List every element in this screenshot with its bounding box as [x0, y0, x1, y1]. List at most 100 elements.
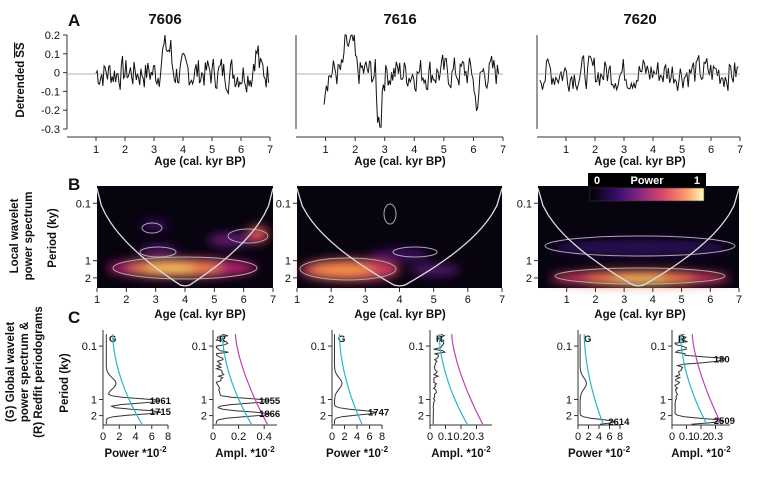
x-tick-label: 0.4 [257, 431, 272, 443]
x-tick-label: 7 [736, 294, 742, 306]
x-tick-label: 8 [617, 431, 623, 443]
panel-label-c: C [68, 308, 80, 327]
global-ylabel-line2: power spectrum & [19, 322, 31, 422]
x-tick-label: 2 [341, 431, 347, 443]
x-tick-label: 0.2 [231, 431, 246, 443]
x-tick-label: 6 [606, 431, 612, 443]
x-tick-label: 1 [323, 144, 329, 156]
x-tick-label: 0.2 [453, 431, 468, 443]
x-tick-label: 0 [100, 431, 106, 443]
b-xlabel-7606: Age (cal. kyr BP) [154, 309, 246, 321]
spectrum-xlabel: Ampl. *10-2 [431, 445, 491, 460]
x-tick-label: 7 [270, 294, 276, 306]
x-tick-label: 5 [441, 144, 447, 156]
y-tick-label: 2 [526, 273, 532, 285]
y-tick-label: 1 [320, 395, 326, 407]
x-tick-label: 2 [585, 431, 591, 443]
significance-curve-cyan [680, 334, 708, 425]
significance-curve-cyan [438, 334, 468, 425]
period-ylabel-b-text: Period (ky) [47, 208, 59, 268]
y-tick-label: 1 [566, 395, 572, 407]
y-tick-label: 1 [201, 395, 207, 407]
y-tick-label: 1 [660, 395, 666, 407]
significance-curve-magenta [691, 334, 722, 425]
significance-curve-cyan [338, 334, 363, 425]
x-tick-label: 8 [379, 431, 385, 443]
period-ylabel-c: Period (ky) [59, 353, 71, 413]
y-tick-label: 0.1 [651, 341, 666, 353]
cone-of-influence [296, 188, 503, 287]
wavelet-map-7616 [296, 186, 503, 288]
colorbar: 0 Power 1 [588, 173, 706, 202]
spectrum-xlabel: Power *10-2 [326, 445, 389, 460]
y-tick-label: 0.1 [76, 198, 91, 210]
y-tick-label: 2 [91, 411, 97, 423]
y-tick-label: 0.1 [276, 198, 291, 210]
site-title-7620: 7620 [623, 11, 656, 28]
x-tick-label: 2 [122, 144, 128, 156]
x-tick-label: 4 [411, 144, 417, 156]
x-tick-label: 0 [210, 431, 216, 443]
significance-curve-cyan [222, 334, 252, 425]
significance-curve-magenta [234, 334, 268, 425]
site-title-7606: 7606 [148, 11, 181, 28]
x-tick-label: 0 [669, 431, 675, 443]
global-ylabel-line1: (G) Global wavelet [5, 322, 17, 422]
panel-label-a: A [68, 11, 80, 30]
x-tick-label: 4 [132, 431, 138, 443]
y-tick-label: 1 [91, 395, 97, 407]
colorbar-min: 0 [594, 175, 600, 187]
spectrum-curve [105, 334, 162, 425]
y-tick-label: 0.1 [311, 341, 326, 353]
detrended-series-7606 [95, 34, 270, 96]
detrended-series-7616 [323, 34, 500, 128]
y-tick-label: 0.1 [409, 341, 424, 353]
significance-curve-magenta [451, 334, 484, 425]
a-xlabel-7616: Age (cal. kyr BP) [354, 156, 446, 168]
x-tick-label: 0 [329, 431, 335, 443]
wavelet-contours-7606 [112, 222, 269, 280]
spectrum-kind-label: G [584, 334, 591, 345]
spectrum-xlabel: Ampl. *10-2 [215, 445, 275, 460]
y-tick-label: 0.1 [192, 341, 207, 353]
colorbar-title: Power [630, 175, 664, 187]
x-tick-label: 4 [396, 294, 402, 306]
x-tick-label: 6 [238, 144, 244, 156]
x-tick-label: 2 [352, 144, 358, 156]
x-tick-label: 0.3 [708, 431, 723, 443]
x-tick-label: 0.1 [438, 431, 453, 443]
x-tick-label: 1 [563, 144, 569, 156]
y-tick-label: 0.1 [45, 49, 60, 61]
x-tick-label: 7 [500, 144, 506, 156]
x-tick-label: 6 [366, 431, 372, 443]
x-tick-label: 5 [679, 144, 685, 156]
peak-label: 1061 [150, 396, 172, 407]
spectrum-curve [334, 334, 377, 425]
significance-curve-cyan [583, 334, 604, 425]
a-xlabel-7620: Age (cal. kyr BP) [594, 156, 686, 168]
significance-curve-cyan [112, 334, 143, 425]
peak-label: 2614 [608, 417, 630, 428]
a-series-lines [95, 34, 739, 128]
site-title-7616: 7616 [383, 11, 416, 28]
y-tick-label: 0.1 [82, 341, 97, 353]
cone-of-influence [96, 188, 274, 287]
x-tick-label: 1 [294, 294, 300, 306]
x-tick-label: 7 [267, 144, 273, 156]
y-tick-label: 0.1 [557, 341, 572, 353]
x-tick-label: 3 [621, 144, 627, 156]
cone-of-influence [537, 188, 740, 287]
spectrum-xlabel: Ampl. *10-2 [671, 445, 731, 460]
x-tick-label: 4 [650, 144, 656, 156]
x-tick-label: 5 [209, 144, 215, 156]
x-tick-label: 1 [564, 294, 570, 306]
y-tick-label: 0.1 [517, 198, 532, 210]
x-tick-label: 7 [499, 294, 505, 306]
spectrum-curve [674, 333, 727, 425]
peak-label: 1055 [259, 396, 281, 407]
spectrum-curve [579, 334, 616, 425]
